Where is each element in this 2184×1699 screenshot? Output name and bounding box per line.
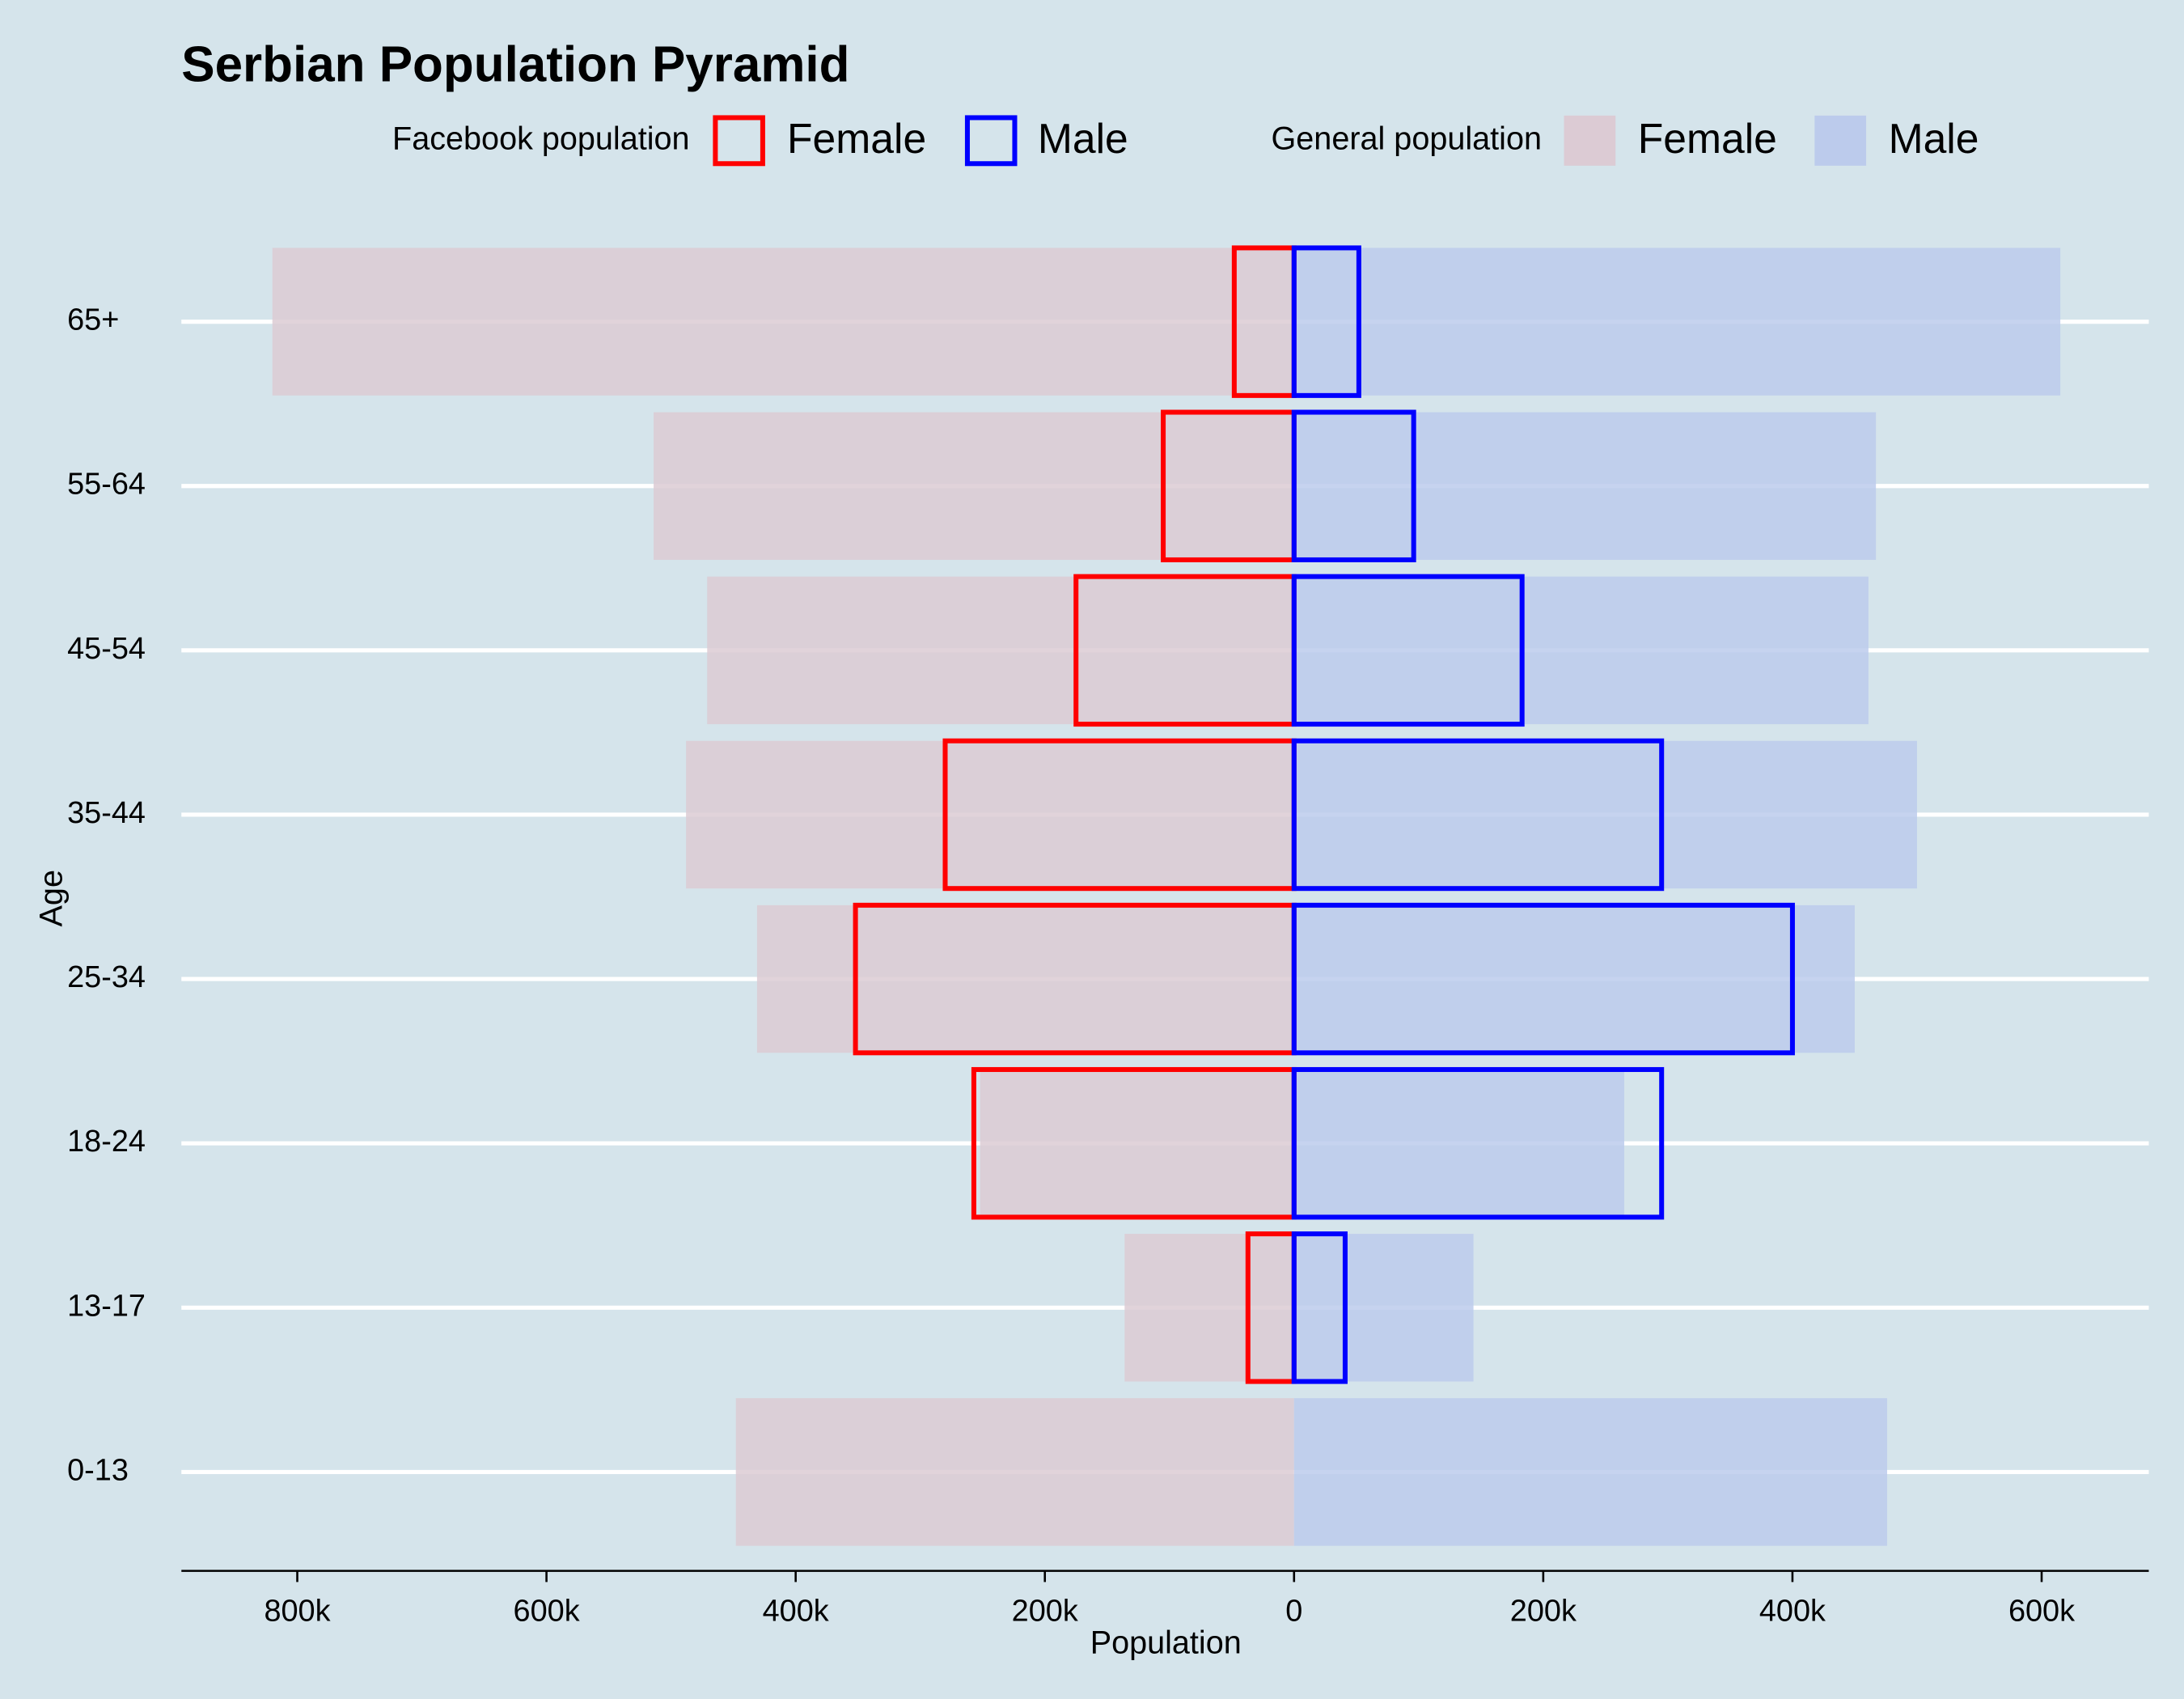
- y-tick-label: 35-44: [67, 796, 146, 830]
- y-tick-label: 13-17: [67, 1289, 146, 1323]
- bar-outline: [1291, 574, 1525, 727]
- legend-label: Male: [1889, 115, 1979, 162]
- legend-label: Female: [1638, 115, 1777, 162]
- x-tick-label: 400k: [763, 1594, 829, 1628]
- bar-outline: [1291, 409, 1416, 562]
- bar: [1293, 740, 1917, 889]
- x-tick-label: 200k: [1012, 1594, 1078, 1628]
- y-tick-label: 25-34: [67, 960, 146, 994]
- bar: [735, 1398, 1294, 1546]
- legend-title: General population: [1272, 121, 1542, 156]
- x-tick-label: 800k: [264, 1594, 330, 1628]
- bar: [707, 576, 1294, 725]
- bar-outline: [1291, 902, 1795, 1056]
- y-tick-label: 0-13: [67, 1453, 129, 1487]
- bar: [1124, 1234, 1294, 1382]
- y-tick-label: 45-54: [67, 632, 146, 666]
- chart-title: Serbian Population Pyramid: [181, 37, 849, 93]
- legend-key: [713, 115, 765, 167]
- bar: [756, 905, 1294, 1053]
- bars: [272, 245, 2061, 1546]
- bar: [1293, 1398, 1888, 1546]
- legend-label: Male: [1038, 115, 1128, 162]
- legend-key: [1814, 115, 1867, 166]
- bar: [272, 248, 1294, 396]
- bar: [1293, 1069, 1624, 1218]
- legend-title: Facebook population: [392, 121, 689, 156]
- bar-outline: [1291, 1231, 1348, 1384]
- x-tick-label: 0: [1285, 1594, 1302, 1628]
- legend-label: Female: [787, 115, 926, 162]
- y-tick-label: 65+: [67, 303, 119, 337]
- bar-outline: [1291, 1066, 1665, 1220]
- x-tick-label: 600k: [2008, 1594, 2075, 1628]
- bar: [1293, 905, 1855, 1053]
- x-tick-label: 600k: [514, 1594, 580, 1628]
- y-axis-title: Age: [33, 870, 69, 926]
- bar: [1293, 248, 2061, 396]
- bar-outline: [1291, 245, 1361, 398]
- bar-outline: [1291, 738, 1665, 892]
- bar: [1293, 412, 1877, 560]
- bar: [1293, 576, 1869, 725]
- legend-key: [964, 115, 1018, 167]
- bar: [980, 1069, 1294, 1218]
- x-tick-label: 400k: [1759, 1594, 1826, 1628]
- bar: [654, 412, 1294, 560]
- x-axis-title: Population: [1090, 1625, 1242, 1660]
- y-tick-label: 18-24: [67, 1125, 146, 1159]
- bar: [686, 740, 1294, 889]
- x-tick-label: 200k: [1510, 1594, 1577, 1628]
- legend-key: [1564, 115, 1616, 166]
- bar: [1293, 1234, 1474, 1382]
- y-tick-label: 55-64: [67, 468, 146, 502]
